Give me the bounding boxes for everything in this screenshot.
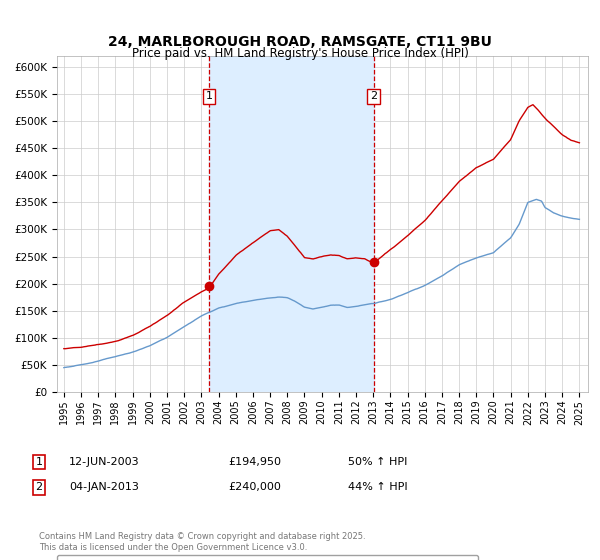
Text: Price paid vs. HM Land Registry's House Price Index (HPI): Price paid vs. HM Land Registry's House … [131,46,469,60]
Text: 1: 1 [206,91,212,101]
Text: 24, MARLBOROUGH ROAD, RAMSGATE, CT11 9BU: 24, MARLBOROUGH ROAD, RAMSGATE, CT11 9BU [108,35,492,49]
Text: 2: 2 [35,482,43,492]
Text: Contains HM Land Registry data © Crown copyright and database right 2025.
This d: Contains HM Land Registry data © Crown c… [39,532,365,552]
Text: 12-JUN-2003: 12-JUN-2003 [69,457,140,467]
Text: 04-JAN-2013: 04-JAN-2013 [69,482,139,492]
Text: 1: 1 [35,457,43,467]
Text: 44% ↑ HPI: 44% ↑ HPI [348,482,407,492]
Text: 2: 2 [370,91,377,101]
Text: £194,950: £194,950 [228,457,281,467]
Text: 50% ↑ HPI: 50% ↑ HPI [348,457,407,467]
Legend: 24, MARLBOROUGH ROAD, RAMSGATE, CT11 9BU (semi-detached house), HPI: Average pri: 24, MARLBOROUGH ROAD, RAMSGATE, CT11 9BU… [57,555,478,560]
Text: £240,000: £240,000 [228,482,281,492]
Bar [209,56,374,392]
